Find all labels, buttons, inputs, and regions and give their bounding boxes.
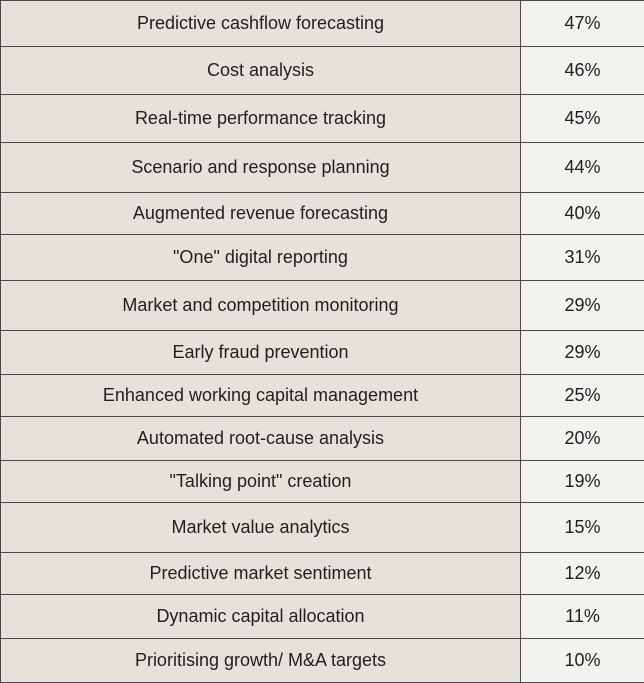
row-value: 45% xyxy=(521,95,644,143)
table-row: Cost analysis 46% xyxy=(1,47,644,95)
table-row: Augmented revenue forecasting 40% xyxy=(1,193,644,235)
table-row: Prioritising growth/ M&A targets 10% xyxy=(1,639,644,683)
row-value: 11% xyxy=(521,595,644,639)
row-label: Automated root-cause analysis xyxy=(1,417,521,461)
table-row: Real-time performance tracking 45% xyxy=(1,95,644,143)
table-row: Dynamic capital allocation 11% xyxy=(1,595,644,639)
row-value: 31% xyxy=(521,235,644,281)
row-label: "One" digital reporting xyxy=(1,235,521,281)
row-value: 15% xyxy=(521,503,644,553)
row-value: 44% xyxy=(521,143,644,193)
row-label: Early fraud prevention xyxy=(1,331,521,375)
row-value: 12% xyxy=(521,553,644,595)
table-row: "One" digital reporting 31% xyxy=(1,235,644,281)
row-value: 29% xyxy=(521,281,644,331)
row-label: Market and competition monitoring xyxy=(1,281,521,331)
table-row: Predictive cashflow forecasting 47% xyxy=(1,1,644,47)
row-label: Real-time performance tracking xyxy=(1,95,521,143)
table-row: Early fraud prevention 29% xyxy=(1,331,644,375)
row-value: 10% xyxy=(521,639,644,683)
table-row: Enhanced working capital management 25% xyxy=(1,375,644,417)
row-label: "Talking point" creation xyxy=(1,461,521,503)
table-row: Market value analytics 15% xyxy=(1,503,644,553)
row-value: 29% xyxy=(521,331,644,375)
table-row: Scenario and response planning 44% xyxy=(1,143,644,193)
row-value: 46% xyxy=(521,47,644,95)
table-row: Predictive market sentiment 12% xyxy=(1,553,644,595)
table-row: Automated root-cause analysis 20% xyxy=(1,417,644,461)
row-label: Scenario and response planning xyxy=(1,143,521,193)
row-label: Predictive market sentiment xyxy=(1,553,521,595)
row-label: Predictive cashflow forecasting xyxy=(1,1,521,47)
row-value: 47% xyxy=(521,1,644,47)
row-value: 25% xyxy=(521,375,644,417)
row-label: Dynamic capital allocation xyxy=(1,595,521,639)
row-value: 19% xyxy=(521,461,644,503)
row-label: Market value analytics xyxy=(1,503,521,553)
row-value: 20% xyxy=(521,417,644,461)
table-row: "Talking point" creation 19% xyxy=(1,461,644,503)
row-label: Prioritising growth/ M&A targets xyxy=(1,639,521,683)
row-value: 40% xyxy=(521,193,644,235)
row-label: Cost analysis xyxy=(1,47,521,95)
row-label: Enhanced working capital management xyxy=(1,375,521,417)
table-row: Market and competition monitoring 29% xyxy=(1,281,644,331)
row-label: Augmented revenue forecasting xyxy=(1,193,521,235)
